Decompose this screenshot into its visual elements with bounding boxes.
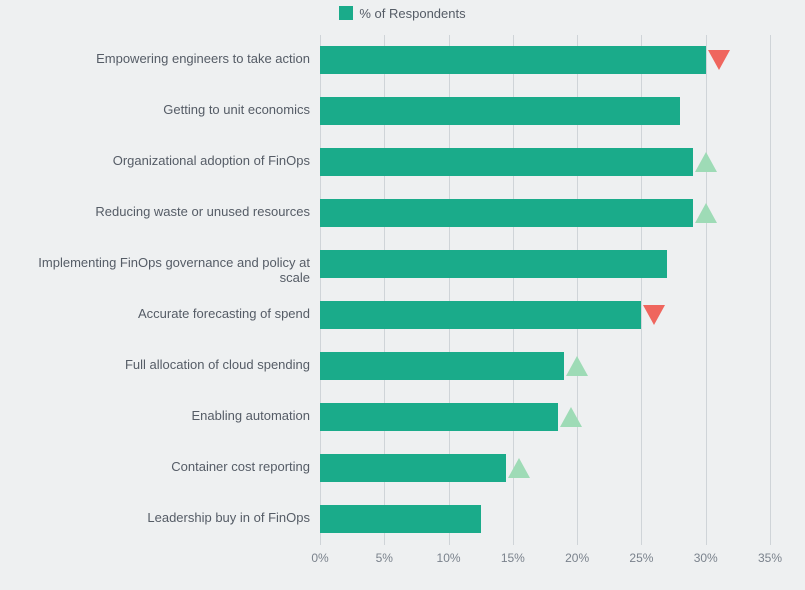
- finops-respondents-chart: % of Respondents 0%5%10%15%20%25%30%35% …: [0, 0, 805, 590]
- x-tick-label: 5%: [376, 551, 393, 565]
- trend-up-icon: [695, 203, 717, 223]
- bar: [320, 301, 641, 329]
- bar: [320, 46, 706, 74]
- x-tick-label: 0%: [311, 551, 328, 565]
- category-label: Accurate forecasting of spend: [10, 307, 310, 322]
- category-label: Reducing waste or unused resources: [10, 205, 310, 220]
- x-tick-label: 25%: [629, 551, 653, 565]
- trend-down-icon: [643, 305, 665, 325]
- x-tick-label: 30%: [694, 551, 718, 565]
- x-tick-label: 20%: [565, 551, 589, 565]
- category-label: Full allocation of cloud spending: [10, 358, 310, 373]
- category-label: Container cost reporting: [10, 460, 310, 475]
- category-label: Getting to unit economics: [10, 103, 310, 118]
- bar: [320, 454, 506, 482]
- plot-area: 0%5%10%15%20%25%30%35%: [320, 35, 770, 545]
- category-label: Enabling automation: [10, 409, 310, 424]
- legend-label: % of Respondents: [359, 6, 465, 21]
- category-label: Organizational adoption of FinOps: [10, 154, 310, 169]
- bar: [320, 250, 667, 278]
- legend: % of Respondents: [0, 6, 805, 21]
- bar: [320, 199, 693, 227]
- bar: [320, 505, 481, 533]
- trend-up-icon: [566, 356, 588, 376]
- trend-up-icon: [508, 458, 530, 478]
- trend-up-icon: [695, 152, 717, 172]
- category-label: Implementing FinOps governance and polic…: [10, 256, 310, 286]
- bar: [320, 148, 693, 176]
- trend-down-icon: [708, 50, 730, 70]
- trend-up-icon: [560, 407, 582, 427]
- bar: [320, 403, 558, 431]
- category-label: Empowering engineers to take action: [10, 52, 310, 67]
- category-label: Leadership buy in of FinOps: [10, 511, 310, 526]
- legend-swatch: [339, 6, 353, 20]
- gridline: [706, 35, 707, 545]
- bar: [320, 352, 564, 380]
- x-tick-label: 10%: [437, 551, 461, 565]
- x-tick-label: 15%: [501, 551, 525, 565]
- bar: [320, 97, 680, 125]
- gridline: [770, 35, 771, 545]
- x-tick-label: 35%: [758, 551, 782, 565]
